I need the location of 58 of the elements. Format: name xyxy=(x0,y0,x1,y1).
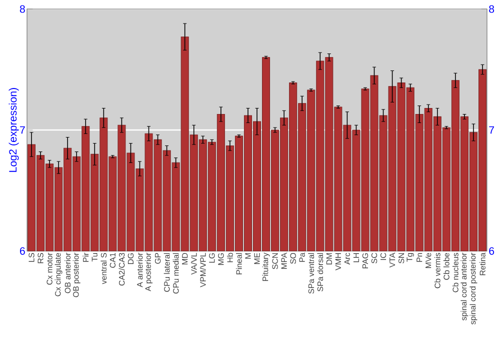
y-tick-label: 6 xyxy=(20,247,25,255)
x-tick-label: ME xyxy=(254,252,260,264)
x-tick-label: Cb nucleus xyxy=(452,252,458,292)
x-tick-label: SO xyxy=(290,252,296,264)
x-tick-label: CPu medial xyxy=(172,253,179,294)
x-tick-label: LG xyxy=(209,253,215,263)
x-tick-label: RS xyxy=(38,252,44,264)
x-tick-label: ventral S xyxy=(100,252,107,284)
x-tick-label: SC xyxy=(371,252,378,264)
y2-tick-label: 7 xyxy=(489,126,494,134)
x-tick-label: SN xyxy=(398,253,404,264)
x-tick-label: VA/VL xyxy=(190,252,197,275)
x-tick-label: Cb lobe xyxy=(443,252,450,280)
x-tick-label: VMH xyxy=(335,253,341,270)
x-tick-label: spinal cord posterior xyxy=(470,252,478,324)
x-tick-label: SPa ventral xyxy=(308,253,314,294)
x-tick-label: OB anterior xyxy=(64,252,71,294)
x-tick-label: A anterior xyxy=(136,252,143,288)
x-tick-label: CPu lateral xyxy=(164,253,170,292)
y-axis-title: Log2 (expression) xyxy=(8,88,19,172)
x-tick-label: CA1 xyxy=(110,252,116,268)
x-tick-label: VPM/VPL xyxy=(200,252,206,288)
x-tick-label: SCN xyxy=(272,253,278,270)
x-tick-label: OB posterior xyxy=(72,252,80,298)
y2-tick-label: 6 xyxy=(489,247,494,255)
x-tick-label: SPa dorsal xyxy=(317,253,324,292)
x-tick-label: DM xyxy=(326,253,332,264)
x-tick-label: spinal cord anterior xyxy=(460,252,468,320)
x-tick-label: A posterior xyxy=(145,252,152,292)
x-tick-label: MG xyxy=(218,253,224,265)
x-tick-label: Hb xyxy=(226,252,233,262)
x-tick-label: Retina xyxy=(480,252,486,276)
x-tick-label: IC xyxy=(380,252,386,260)
x-tick-label: Pir xyxy=(82,252,89,262)
x-tick-label: Pa xyxy=(299,252,305,262)
y-tick-label: 7 xyxy=(20,126,25,134)
x-tick-label: Pn xyxy=(416,253,422,262)
x-tick-label: Cx cingulate xyxy=(54,252,62,296)
y-tick-label: 8 xyxy=(20,5,25,13)
x-tick-label: Pituitary xyxy=(262,252,270,281)
x-tick-label: Arc xyxy=(344,252,350,265)
x-tick-label: CA2/CA3 xyxy=(118,252,125,286)
x-tick-label: LS xyxy=(28,252,34,262)
x-tick-label: MPA xyxy=(281,252,287,269)
x-tick-label: Pineal xyxy=(236,253,242,274)
x-tick-label: VTA xyxy=(390,252,396,268)
x-tick-label: MD xyxy=(182,252,188,264)
x-tick-label: Tu xyxy=(92,253,98,262)
x-tick-label: MVe xyxy=(426,252,432,268)
y2-tick-label: 8 xyxy=(489,5,494,13)
x-tick-label: M xyxy=(245,253,251,259)
x-tick-label: Cx motor xyxy=(46,252,52,285)
x-tick-label: Cb vermis xyxy=(434,252,440,288)
x-tick-label: Tg xyxy=(406,253,414,262)
x-tick-label: LH xyxy=(353,253,359,262)
x-tick-label: GP xyxy=(154,253,161,264)
x-tick-label: DG xyxy=(128,253,134,264)
x-tick-label: PAG xyxy=(362,253,368,268)
